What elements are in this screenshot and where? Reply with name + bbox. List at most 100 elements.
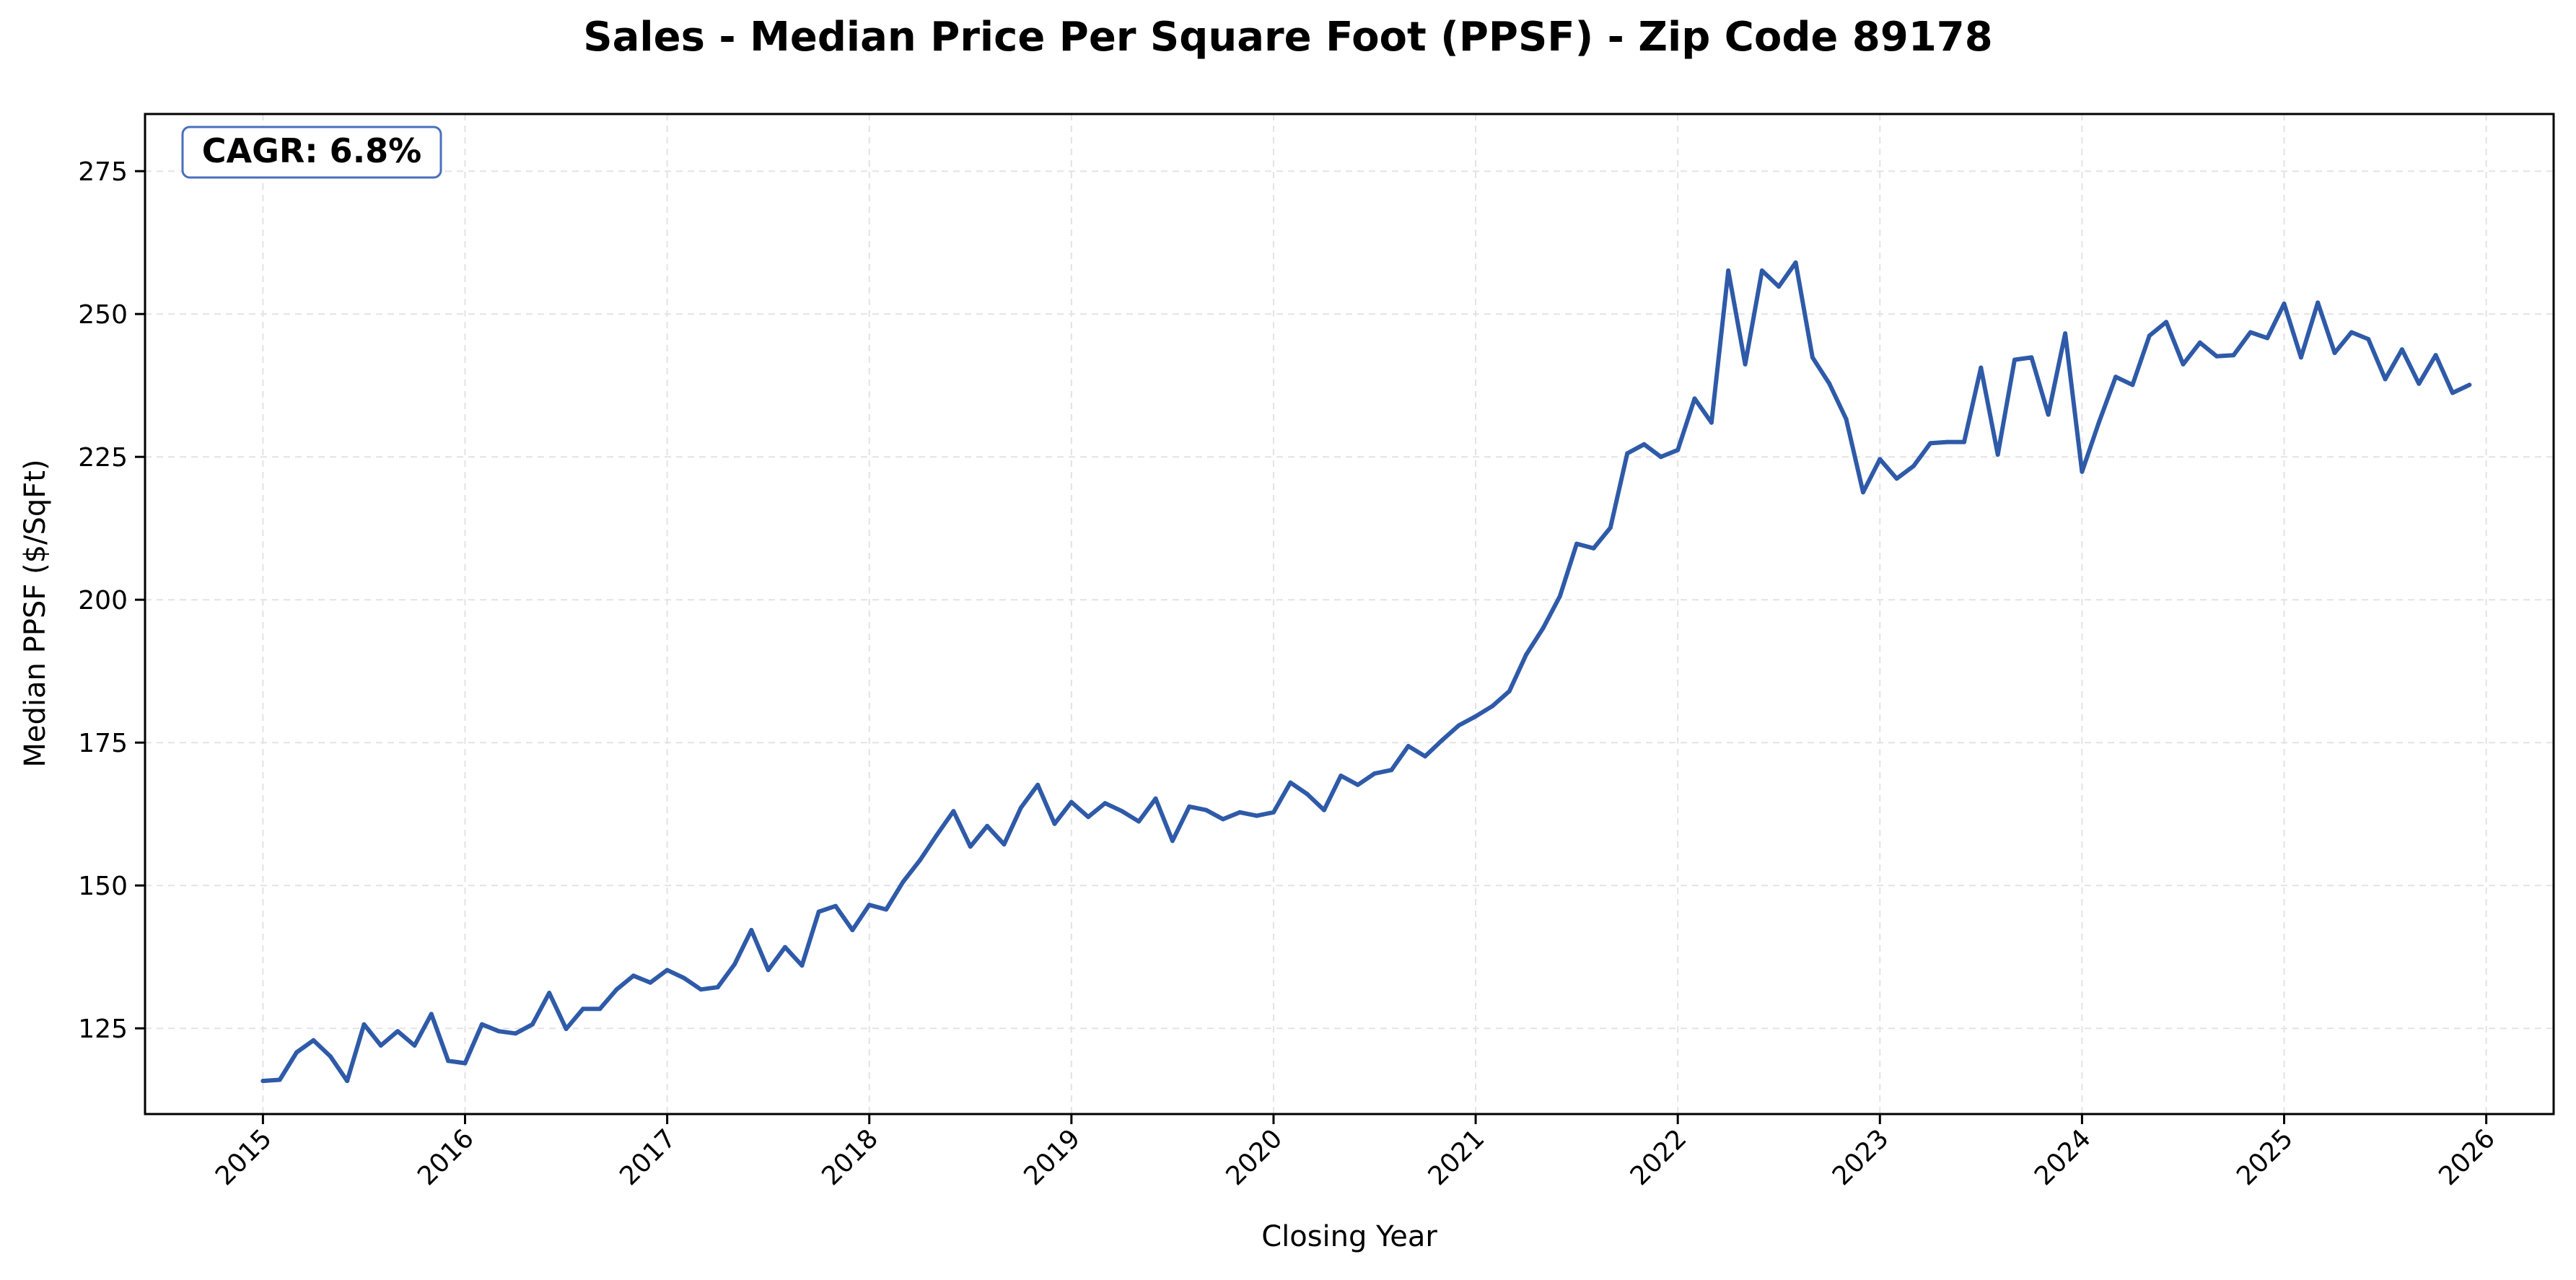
data-point — [2450, 390, 2455, 395]
data-point — [2298, 355, 2303, 360]
y-tick-label: 175 — [78, 729, 128, 758]
data-point — [1541, 626, 1546, 631]
data-point — [2197, 340, 2202, 345]
data-point — [614, 987, 619, 992]
data-point — [1658, 455, 1663, 460]
data-point — [1995, 452, 2000, 457]
grid — [145, 114, 2554, 1114]
data-point — [446, 1058, 451, 1064]
data-point — [1911, 463, 1916, 468]
data-point — [2366, 337, 2371, 341]
data-point — [917, 858, 922, 863]
data-point — [732, 962, 737, 967]
data-point — [1002, 842, 1007, 847]
data-point — [2181, 361, 2186, 367]
data-point — [1759, 268, 1764, 273]
y-tick-label: 225 — [78, 443, 128, 473]
data-point — [2029, 355, 2034, 360]
data-point — [1018, 805, 1023, 810]
data-point — [816, 909, 821, 914]
data-point — [1355, 782, 1360, 787]
data-point — [867, 903, 872, 908]
data-point — [1945, 439, 1950, 444]
data-point — [1271, 810, 1276, 815]
data-point — [1574, 541, 1580, 546]
data-point — [1524, 652, 1529, 657]
data-point — [2467, 382, 2472, 387]
data-point — [2316, 300, 2321, 305]
data-point — [1726, 268, 1731, 273]
data-point — [1339, 773, 1344, 779]
data-point — [631, 973, 636, 978]
data-point — [1153, 796, 1158, 801]
data-point — [1322, 807, 1326, 812]
data-point — [1827, 381, 1832, 386]
data-point — [2282, 301, 2287, 306]
data-point — [1557, 594, 1562, 599]
data-point — [260, 1079, 266, 1084]
x-axis-label: Closing Year — [1261, 1220, 1437, 1253]
data-point — [1844, 416, 1849, 421]
data-point — [833, 903, 838, 908]
data-point — [1709, 420, 1714, 425]
data-point — [1423, 754, 1427, 759]
data-point — [1675, 447, 1681, 452]
x-tick-label: 2026 — [2433, 1123, 2501, 1191]
data-point — [951, 809, 956, 814]
y-tick-label: 125 — [78, 1014, 128, 1044]
data-point — [277, 1077, 282, 1082]
data-point — [2383, 377, 2388, 382]
x-tick-label: 2025 — [2231, 1123, 2299, 1191]
data-point — [1894, 476, 1899, 481]
y-axis-label: Median PPSF ($/SqFt) — [19, 459, 52, 767]
data-point — [1928, 441, 1933, 446]
series-line — [260, 260, 2472, 1084]
data-point — [1507, 688, 1512, 693]
data-point — [1237, 810, 1243, 815]
data-point — [597, 1007, 603, 1012]
data-point — [496, 1029, 501, 1034]
data-point — [1035, 782, 1041, 787]
data-point — [715, 985, 720, 990]
cagr-annotation: CAGR: 6.8% — [181, 126, 442, 179]
data-point — [1625, 451, 1630, 456]
y-tick-label: 250 — [78, 300, 128, 330]
x-tick-label: 2020 — [1221, 1123, 1289, 1191]
chart-title: Sales - Median Price Per Square Foot (PP… — [583, 14, 1992, 61]
x-tick-label: 2019 — [1018, 1123, 1086, 1191]
data-point — [1456, 723, 1461, 728]
data-point — [2147, 333, 2152, 338]
data-point — [2046, 412, 2051, 417]
data-point — [682, 976, 686, 981]
data-point — [1861, 490, 1865, 495]
data-point — [2248, 330, 2253, 335]
data-point — [311, 1038, 316, 1043]
data-point — [2063, 331, 2068, 336]
data-point — [1490, 703, 1495, 709]
data-point — [412, 1043, 417, 1048]
data-point — [799, 963, 805, 968]
data-point — [1608, 525, 1613, 530]
data-point — [463, 1061, 468, 1066]
data-point — [1187, 804, 1192, 809]
y-tick-label: 275 — [78, 157, 128, 187]
data-point — [698, 987, 704, 992]
data-point — [2349, 330, 2354, 335]
data-point — [850, 928, 855, 932]
data-point — [1440, 738, 1445, 742]
x-tick-label: 2015 — [210, 1123, 278, 1191]
data-point — [2265, 336, 2270, 341]
data-point — [1103, 801, 1108, 806]
data-point — [530, 1022, 535, 1027]
data-point — [1979, 365, 1984, 370]
data-point — [564, 1027, 569, 1031]
data-point — [2080, 469, 2085, 474]
data-point — [884, 907, 889, 912]
data-point — [1692, 396, 1697, 401]
data-point — [1777, 284, 1782, 289]
y-tick-label: 150 — [78, 872, 128, 901]
data-point — [1086, 815, 1091, 820]
data-point — [580, 1007, 585, 1012]
data-point — [1406, 744, 1411, 748]
